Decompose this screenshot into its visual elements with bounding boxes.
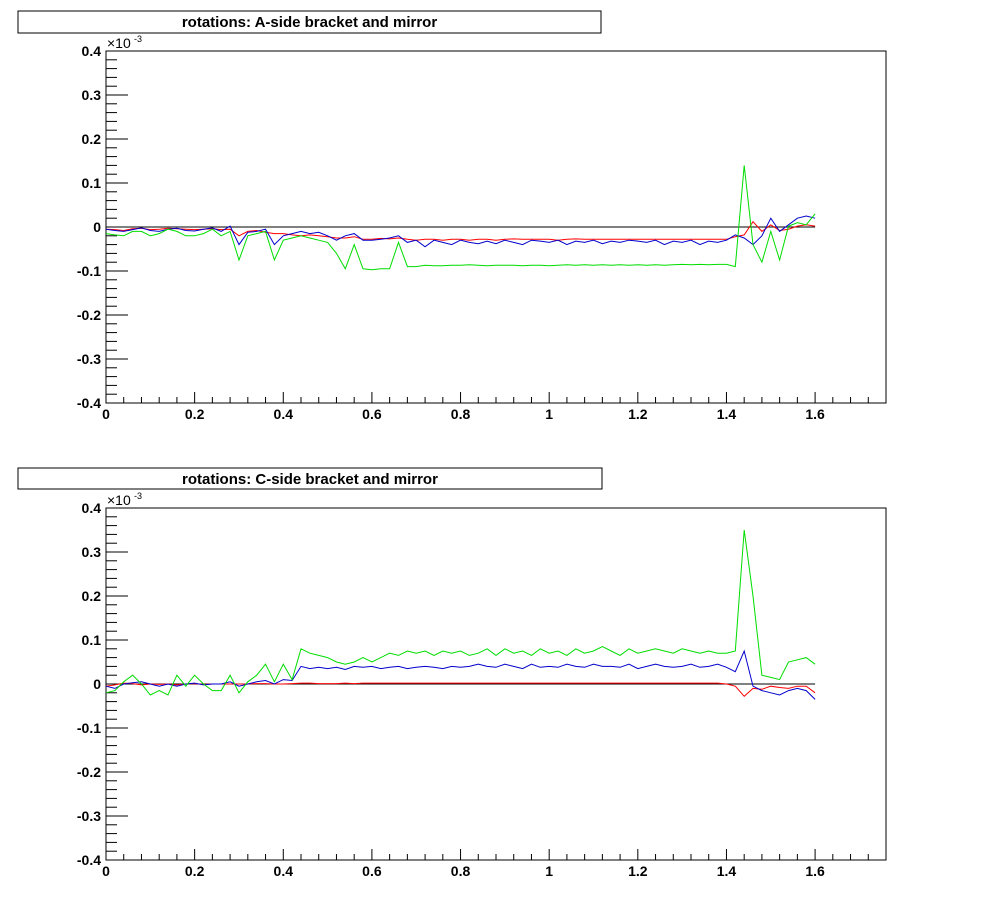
y-tick-label: -0.3	[77, 351, 101, 367]
x-tick-label: 0.2	[185, 863, 205, 879]
y-tick-label: 0.2	[82, 588, 102, 604]
y-tick-label: -0.1	[77, 263, 101, 279]
x-tick-label: 0.4	[274, 406, 294, 422]
chart-title: rotations: A-side bracket and mirror	[182, 14, 437, 31]
x-tick-label: 0.2	[185, 406, 205, 422]
x-tick-label: 1.6	[805, 863, 825, 879]
y-tick-label: -0.3	[77, 808, 101, 824]
y-tick-label: 0.4	[82, 500, 102, 516]
x-tick-label: 0.8	[451, 863, 471, 879]
y-exponent-power: -3	[134, 491, 142, 501]
x-tick-label: 1.6	[805, 406, 825, 422]
chart-title-box	[17, 467, 603, 490]
y-tick-label: 0.1	[82, 632, 102, 648]
y-tick-label: 0	[93, 219, 101, 235]
y-tick-label: -0.2	[77, 764, 101, 780]
y-tick-label: 0.1	[82, 175, 102, 191]
y-tick-label: 0	[93, 676, 101, 692]
y-tick-label: -0.4	[77, 852, 101, 868]
y-tick-label: 0.4	[82, 43, 102, 59]
x-tick-label: 0	[102, 406, 110, 422]
chart-title: rotations: C-side bracket and mirror	[182, 471, 438, 488]
series-line-1	[105, 682, 816, 698]
y-exponent-label: ×10	[107, 35, 131, 51]
x-tick-label: 0.6	[362, 863, 382, 879]
y-exponent-power: -3	[134, 34, 142, 44]
x-tick-label: 0.6	[362, 406, 382, 422]
chart-panel-1: rotations: A-side bracket and mirror -0.4…	[17, 10, 887, 422]
x-tick-label: 1	[545, 863, 553, 879]
y-tick-label: 0.3	[82, 87, 102, 103]
series-line-1	[105, 220, 816, 241]
x-tick-label: 1.4	[717, 406, 737, 422]
chart-title-box	[17, 10, 602, 34]
x-tick-label: 1	[545, 406, 553, 422]
y-tick-label: -0.1	[77, 720, 101, 736]
y-tick-label: 0.3	[82, 544, 102, 560]
x-tick-label: 0	[102, 863, 110, 879]
chart-panel-2: rotations: C-side bracket and mirror -0.4…	[17, 467, 887, 879]
series-line-2	[105, 649, 816, 700]
x-tick-label: 1.2	[628, 406, 648, 422]
y-exponent-label: ×10	[107, 492, 131, 508]
x-tick-label: 1.2	[628, 863, 648, 879]
series-line-3	[105, 529, 816, 696]
x-tick-label: 0.8	[451, 406, 471, 422]
y-tick-label: -0.2	[77, 307, 101, 323]
y-tick-label: -0.4	[77, 395, 101, 411]
x-tick-label: 0.4	[274, 863, 294, 879]
series-line-3	[105, 165, 816, 271]
series-line-2	[105, 215, 816, 248]
y-tick-label: 0.2	[82, 131, 102, 147]
x-tick-label: 1.4	[717, 863, 737, 879]
